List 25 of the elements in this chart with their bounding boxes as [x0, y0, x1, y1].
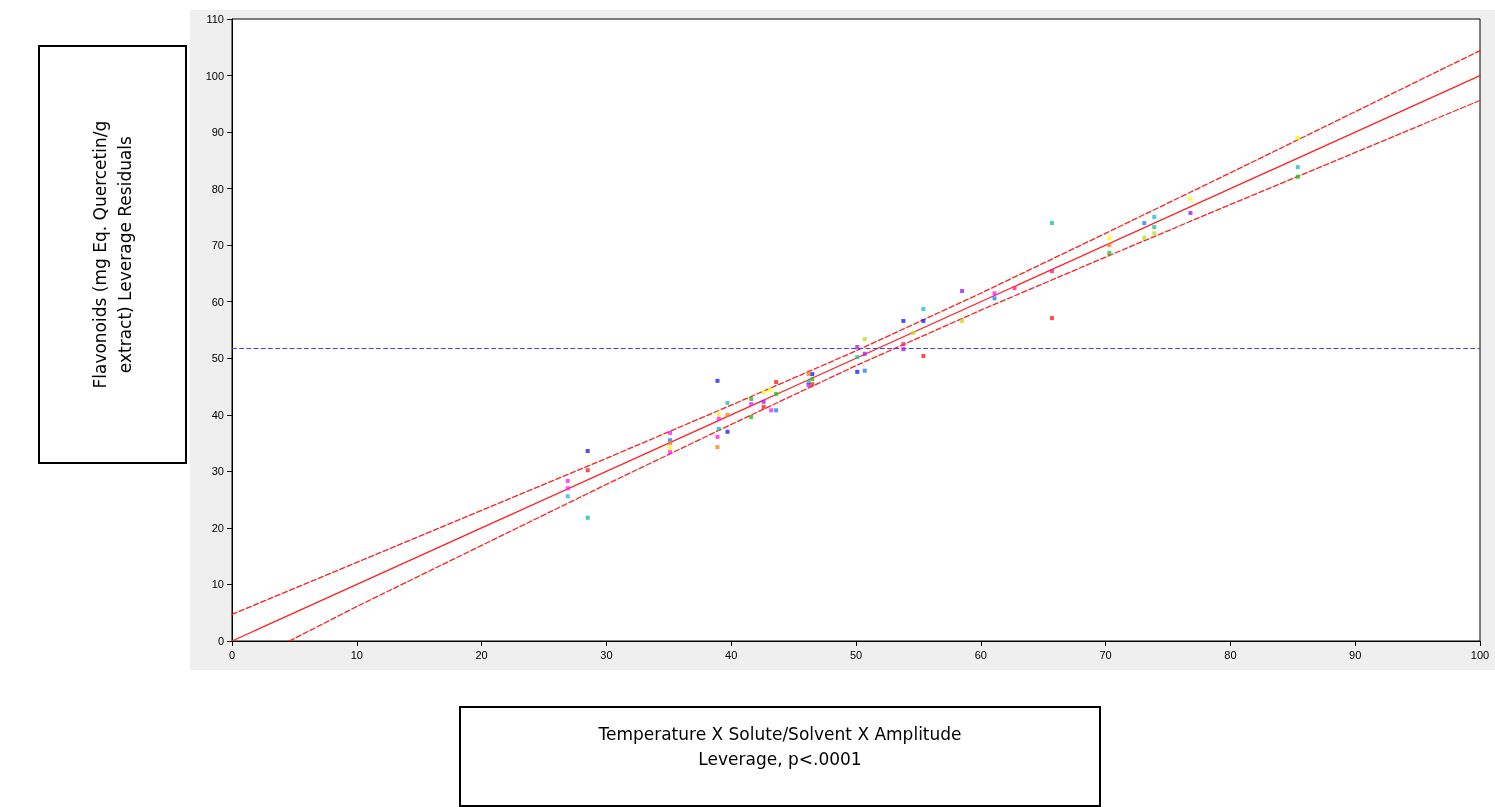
- y-tick-label: 50: [211, 352, 224, 365]
- x-tick-label: 0: [228, 648, 236, 661]
- x-tick-label: 100: [1470, 648, 1490, 661]
- y-tick-label: 20: [211, 521, 224, 534]
- x-tick-label: 80: [1224, 648, 1237, 661]
- x-tick-label: 20: [475, 648, 488, 661]
- x-tick-label: 40: [725, 648, 738, 661]
- y-tick-label: 110: [206, 13, 224, 25]
- y-tick-label: 70: [211, 239, 224, 252]
- x-tick-label: 60: [974, 648, 987, 661]
- y-tick-label: 30: [211, 465, 224, 478]
- y-tick-label: 40: [211, 408, 224, 421]
- x-axis-title: Temperature X Solute/Solvent X Amplitude Leverage, p<.0001: [459, 706, 1101, 807]
- x-tick-label: 10: [350, 648, 363, 661]
- x-tick-label: 70: [1099, 648, 1112, 661]
- y-tick-label: 0: [217, 635, 224, 647]
- y-tick-label: 10: [211, 578, 224, 591]
- y-axis-title: Flavonoids (mg Eq. Quercetin/g extract) Leverage Residuals: [88, 119, 136, 391]
- y-tick-label: 60: [211, 295, 224, 308]
- y-tick-label: 80: [211, 182, 224, 195]
- y-tick-label: 90: [211, 126, 224, 139]
- y-tick-label: 100: [205, 69, 224, 82]
- x-tick-label: 90: [1349, 648, 1362, 661]
- x-tick-label: 50: [849, 648, 863, 661]
- x-tick-label: 30: [600, 648, 613, 661]
